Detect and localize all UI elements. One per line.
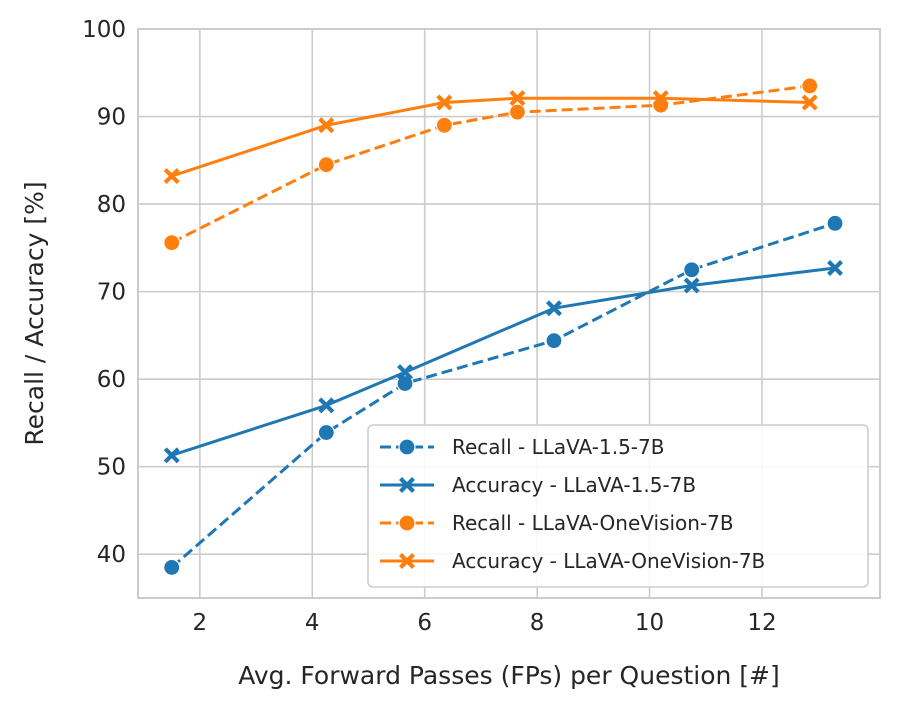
data-point-x bbox=[509, 90, 526, 107]
data-point-circle bbox=[435, 116, 453, 134]
y-tick-label: 50 bbox=[97, 455, 126, 481]
legend-marker bbox=[399, 553, 415, 569]
data-point-x bbox=[318, 397, 335, 414]
data-point-x bbox=[801, 94, 818, 111]
legend: Recall - LLaVA-1.5-7B Accuracy - LLaVA-1.… bbox=[367, 424, 869, 588]
y-axis-title: Recall / Accuracy [%] bbox=[20, 181, 49, 445]
data-point-x bbox=[436, 94, 453, 111]
data-point-circle bbox=[683, 261, 701, 279]
data-point-x bbox=[545, 300, 562, 317]
y-tick-label: 100 bbox=[82, 17, 126, 43]
series-line bbox=[171, 96, 810, 178]
data-point-circle bbox=[545, 332, 563, 350]
series-group bbox=[163, 77, 844, 576]
legend-label: Accuracy - LLaVA-1.5-7B bbox=[452, 473, 696, 497]
data-point-x bbox=[318, 117, 335, 134]
y-tick-label: 70 bbox=[97, 280, 126, 306]
data-point-circle bbox=[801, 77, 819, 95]
data-point-circle bbox=[163, 233, 181, 252]
x-tick-label: 6 bbox=[417, 610, 432, 636]
legend-entry: Accuracy - LLaVA-OneVision-7B bbox=[380, 549, 765, 573]
y-tick-label: 80 bbox=[97, 192, 126, 218]
series-line bbox=[171, 84, 810, 244]
legend-entry: Accuracy - LLaVA-1.5-7B bbox=[380, 473, 696, 497]
legend-marker bbox=[398, 438, 416, 456]
x-tick-label: 12 bbox=[747, 610, 776, 636]
series-1 bbox=[163, 214, 844, 576]
series-2 bbox=[163, 259, 844, 464]
data-point-x bbox=[163, 447, 180, 464]
legend-label: Accuracy - LLaVA-OneVision-7B bbox=[452, 549, 765, 573]
legend-marker bbox=[398, 514, 416, 532]
data-point-circle bbox=[826, 214, 844, 232]
legend-entry: Recall - LLaVA-OneVision-7B bbox=[380, 511, 734, 535]
x-tick-label: 2 bbox=[193, 610, 208, 636]
legend-entry: Recall - LLaVA-1.5-7B bbox=[380, 435, 664, 459]
data-point-circle bbox=[163, 558, 181, 576]
legend-marker bbox=[399, 477, 415, 493]
data-point-circle bbox=[317, 423, 335, 442]
y-tick-label: 40 bbox=[97, 542, 126, 568]
y-tick-label: 60 bbox=[97, 367, 126, 393]
data-point-x bbox=[163, 168, 180, 185]
data-point-x bbox=[683, 277, 700, 294]
data-point-circle bbox=[317, 156, 335, 174]
x-axis-title: Avg. Forward Passes (FPs) per Question [… bbox=[238, 661, 780, 690]
plot-frame bbox=[137, 28, 881, 599]
series-4 bbox=[163, 90, 818, 185]
series-line bbox=[171, 266, 836, 457]
series-3 bbox=[163, 77, 819, 252]
series-line bbox=[170, 221, 836, 569]
data-point-circle bbox=[396, 374, 414, 393]
legend-label: Recall - LLaVA-1.5-7B bbox=[452, 435, 664, 459]
tick-labels: 2 4 6 8 10 12 40 50 60 70 80 90 100 bbox=[82, 17, 777, 636]
legend-box bbox=[367, 424, 869, 588]
y-tick-label: 90 bbox=[97, 105, 126, 131]
data-point-x bbox=[652, 90, 669, 107]
data-point-x bbox=[827, 259, 844, 276]
legend-label: Recall - LLaVA-OneVision-7B bbox=[452, 511, 734, 535]
x-tick-label: 10 bbox=[635, 610, 664, 636]
x-tick-label: 8 bbox=[530, 610, 545, 636]
x-tick-label: 4 bbox=[305, 610, 320, 636]
data-point-circle bbox=[508, 103, 527, 121]
data-point-x bbox=[397, 364, 413, 381]
